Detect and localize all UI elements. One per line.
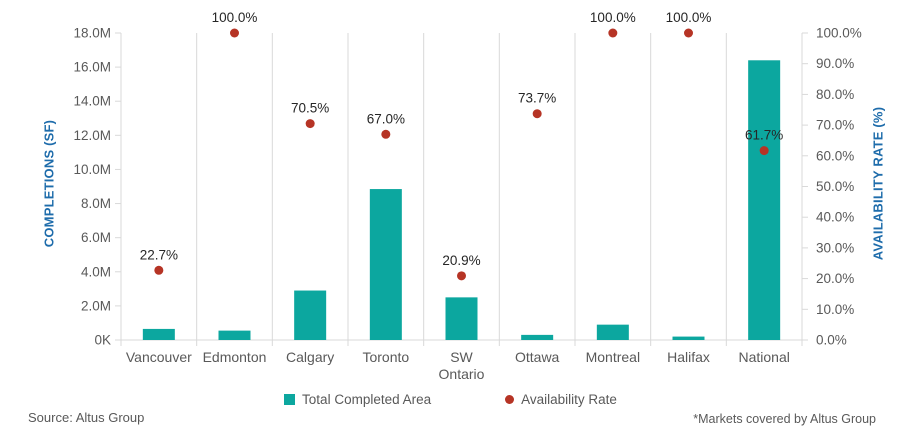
category-label-calgary: Calgary: [286, 349, 334, 365]
bar-toronto: [369, 189, 402, 340]
bar-vancouver: [142, 328, 175, 340]
category-label-toronto: Toronto: [362, 349, 409, 365]
bar-sw-ontario: [445, 297, 478, 340]
point-edmonton: [230, 28, 239, 38]
left-axis-tick-label: 18.0M: [73, 26, 111, 41]
point-sw-ontario: [457, 271, 466, 281]
value-label-calgary: 70.5%: [291, 101, 329, 116]
point-calgary: [305, 119, 315, 129]
left-axis-tick-label: 16.0M: [73, 60, 111, 75]
legend-label-bar: Total Completed Area: [302, 392, 432, 407]
category-label-halifax: Halifax: [667, 349, 710, 365]
left-axis-tick-label: 6.0M: [81, 230, 111, 245]
point-toronto: [381, 129, 391, 139]
value-label-toronto: 67.0%: [367, 111, 405, 126]
legend-item-total-completed-area: Total Completed Area: [284, 392, 431, 407]
point-vancouver: [154, 265, 164, 275]
category-label-montreal: Montreal: [586, 349, 640, 365]
value-label-montreal: 100.0%: [590, 10, 636, 25]
legend-label-dot: Availability Rate: [521, 392, 617, 407]
value-label-ottawa: 73.7%: [518, 91, 556, 106]
left-axis-tick-label: 2.0M: [81, 298, 111, 313]
bar-ottawa: [521, 334, 554, 340]
value-label-halifax: 100.0%: [666, 10, 712, 25]
bar-montreal: [596, 324, 629, 340]
value-label-sw-ontario: 20.9%: [442, 253, 480, 268]
right-axis-tick-label: 60.0%: [816, 148, 854, 163]
right-axis-title: AVAILABILITY RATE (%): [870, 106, 886, 261]
left-axis-tick-label: 14.0M: [73, 94, 111, 109]
point-montreal: [608, 28, 618, 38]
right-axis-tick-label: 50.0%: [816, 179, 854, 194]
markets-footnote: *Markets covered by Altus Group: [693, 412, 876, 426]
point-halifax: [684, 28, 693, 38]
right-axis-tick-label: 100.0%: [816, 26, 862, 41]
category-label-edmonton: Edmonton: [203, 349, 267, 365]
legend-item-availability-rate: Availability Rate: [505, 392, 617, 407]
right-axis-tick-label: 90.0%: [816, 56, 854, 71]
point-series-swatch-icon: [505, 395, 515, 404]
value-label-vancouver: 22.7%: [140, 247, 178, 262]
category-label-sw-ontario: Ontario: [439, 366, 485, 382]
point-ottawa: [532, 109, 542, 119]
value-label-national: 61.7%: [745, 128, 783, 143]
right-axis-tick-label: 80.0%: [816, 87, 854, 102]
point-national: [759, 146, 769, 156]
category-label-sw-ontario: SW: [450, 349, 473, 365]
category-label-national: National: [738, 349, 789, 365]
left-axis-tick-label: 10.0M: [73, 162, 111, 177]
left-axis-tick-label: 8.0M: [81, 196, 111, 211]
left-axis-tick-label: 12.0M: [73, 128, 111, 143]
right-axis-tick-label: 40.0%: [816, 210, 854, 225]
category-label-ottawa: Ottawa: [515, 349, 560, 365]
bar-edmonton: [218, 330, 251, 340]
bar-halifax: [672, 336, 705, 340]
left-axis-tick-label: 0K: [94, 333, 111, 348]
source-text: Source: Altus Group: [28, 410, 145, 425]
category-label-vancouver: Vancouver: [126, 349, 192, 365]
right-axis-tick-label: 0.0%: [816, 333, 847, 348]
right-axis-tick-label: 10.0%: [816, 302, 854, 317]
bar-calgary: [294, 290, 327, 340]
right-axis-tick-label: 30.0%: [816, 240, 854, 255]
right-axis-tick-label: 20.0%: [816, 271, 854, 286]
right-axis-tick-label: 70.0%: [816, 118, 854, 133]
bar-series-swatch-icon: [284, 394, 296, 405]
value-label-edmonton: 100.0%: [212, 10, 258, 25]
bar-national: [748, 60, 781, 341]
left-axis-title: COMPLETIONS (SF): [41, 119, 57, 248]
legend: Total Completed Area Availability Rate: [0, 392, 901, 407]
left-axis-tick-label: 4.0M: [81, 264, 111, 279]
